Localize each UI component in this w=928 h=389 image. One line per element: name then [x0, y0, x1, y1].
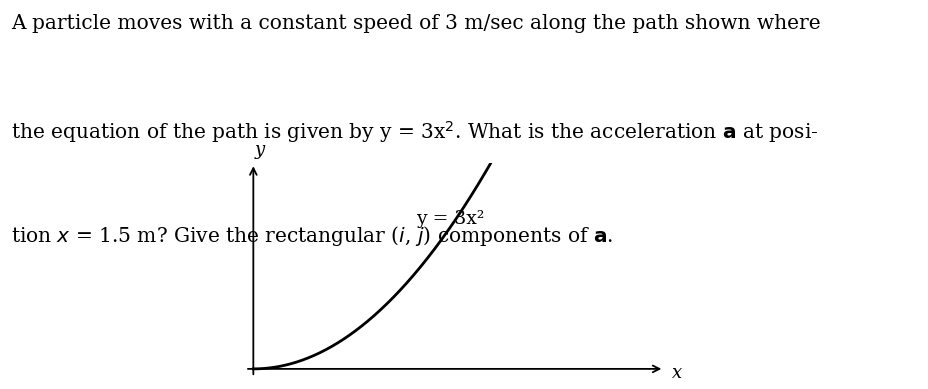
- Text: tion $x$ = 1.5 m? Give the rectangular ($i$, $j$) components of $\mathbf{a}$.: tion $x$ = 1.5 m? Give the rectangular (…: [11, 224, 612, 248]
- Text: y = 3x²: y = 3x²: [415, 210, 483, 228]
- Text: y: y: [254, 141, 264, 159]
- Text: the equation of the path is given by y = 3x$^2$. What is the acceleration $\math: the equation of the path is given by y =…: [11, 119, 818, 145]
- Text: x: x: [672, 364, 682, 382]
- Text: A particle moves with a constant speed of 3 m/sec along the path shown where: A particle moves with a constant speed o…: [11, 14, 820, 33]
